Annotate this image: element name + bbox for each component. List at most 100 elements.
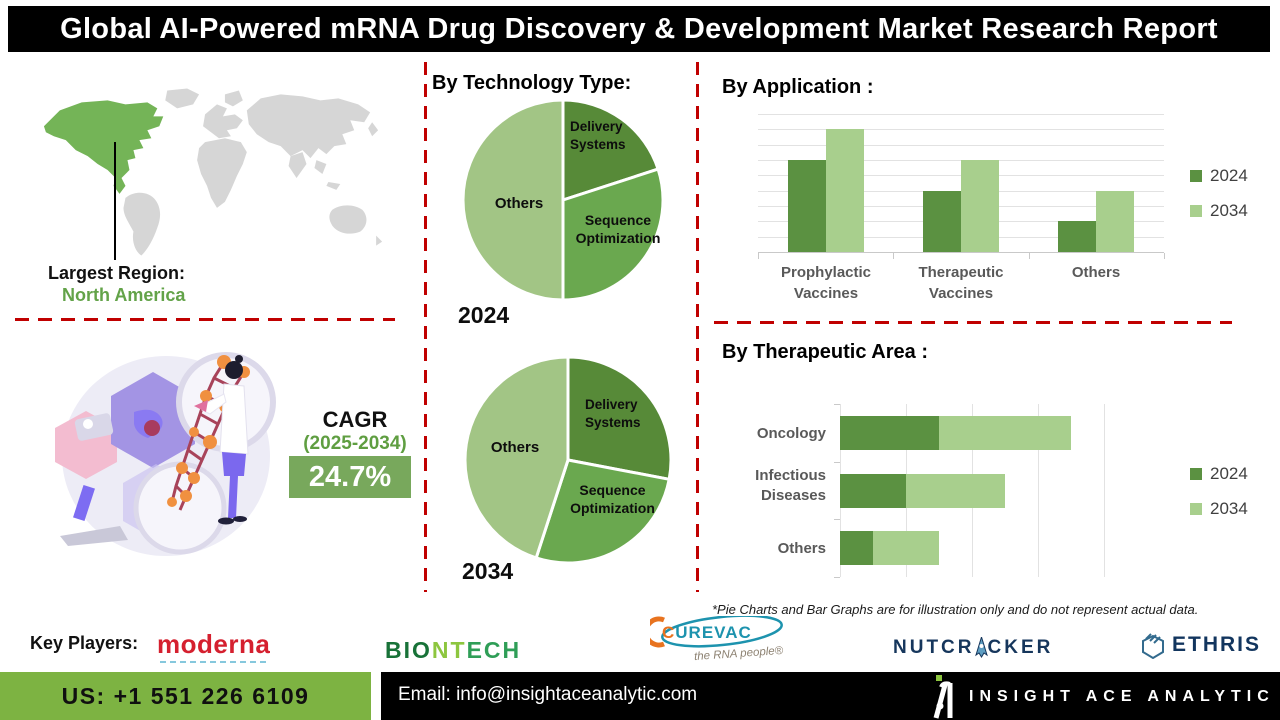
category-label: Others bbox=[777, 540, 826, 557]
pie-year-label: 2034 bbox=[462, 558, 514, 584]
axis-tick bbox=[1164, 253, 1165, 259]
bar-2024-others bbox=[1058, 221, 1097, 252]
axis-tick bbox=[893, 253, 895, 259]
application-chart-plot bbox=[758, 114, 1165, 259]
insight-ace-logo-icon bbox=[933, 674, 953, 719]
curevac-logo-text: CUREVAC bbox=[662, 623, 752, 642]
bar-2034-oncology bbox=[939, 415, 1071, 450]
biontech-logo-part: ECH bbox=[466, 637, 522, 663]
legend-swatch-2034 bbox=[1190, 503, 1202, 515]
horizontal-divider bbox=[15, 318, 395, 321]
pie-slice-others bbox=[461, 98, 565, 302]
legend-swatch-2034 bbox=[1190, 205, 1202, 217]
brand-logo-block: INSIGHT ACE ANALYTIC bbox=[933, 673, 1275, 720]
biontech-logo: BIONTECH bbox=[385, 637, 521, 664]
ethris-hexagon-icon bbox=[1142, 633, 1164, 659]
bar-2034-others bbox=[873, 531, 939, 566]
category-label: Prophylactic Vaccines bbox=[780, 264, 872, 302]
disclaimer-note: *Pie Charts and Bar Graphs are for illus… bbox=[712, 602, 1199, 617]
therapeutic-chart-plot bbox=[834, 404, 1105, 578]
gridline bbox=[1104, 404, 1105, 577]
bar-2034-therapeutic-vaccines bbox=[961, 160, 999, 252]
scientist-figure bbox=[194, 355, 249, 525]
application-legend: 2024 2034 bbox=[1190, 166, 1248, 236]
horizontal-divider bbox=[714, 321, 1232, 324]
bar-2024-prophylactic-vaccines bbox=[787, 160, 826, 252]
legend-row: 2024 bbox=[1190, 464, 1248, 484]
email-contact[interactable]: Email: info@insightaceanalytic.com bbox=[398, 684, 698, 705]
gridline bbox=[1038, 404, 1039, 577]
pie-slice-label: Delivery Systems bbox=[585, 397, 641, 430]
region-pointer-line bbox=[114, 142, 116, 260]
nutcracker-logo-part: CKER bbox=[987, 637, 1054, 658]
pie-slice-label: Sequence Optimization bbox=[570, 482, 655, 517]
bar-2034-others bbox=[1096, 190, 1135, 252]
phone-contact-bar[interactable]: US: +1 551 226 6109 bbox=[0, 672, 371, 720]
axis-tick bbox=[834, 461, 840, 463]
axis-tick bbox=[758, 253, 759, 259]
therapeutic-section-heading: By Therapeutic Area : bbox=[722, 341, 928, 363]
vertical-divider bbox=[696, 62, 699, 592]
axis-tick bbox=[1028, 253, 1030, 259]
bar-2024-others bbox=[840, 531, 873, 566]
legend-row: 2034 bbox=[1190, 201, 1248, 221]
north-america-highlight bbox=[43, 100, 164, 194]
moderna-logo-underline bbox=[160, 661, 266, 663]
legend-label: 2024 bbox=[1210, 464, 1248, 483]
bar-2034-infectious-diseases bbox=[906, 473, 1005, 508]
pie-slice-label: Sequence Optimization bbox=[575, 212, 661, 247]
category-label: Oncology bbox=[756, 425, 826, 442]
bar-2024-oncology bbox=[840, 415, 939, 450]
legend-row: 2024 bbox=[1190, 166, 1248, 186]
legend-swatch-2024 bbox=[1190, 468, 1202, 480]
pie-chart-2024 bbox=[461, 98, 665, 302]
biontech-logo-part: NT bbox=[431, 637, 467, 663]
pie-year-label: 2024 bbox=[458, 302, 510, 328]
pie-slice-label: Others bbox=[490, 439, 540, 456]
title-banner: Global AI-Powered mRNA Drug Discovery & … bbox=[8, 6, 1270, 52]
pie-slice-label: Others bbox=[494, 195, 544, 212]
pie-slice-others bbox=[463, 355, 570, 560]
rocket-icon bbox=[974, 637, 988, 658]
curevac-logo: CUREVAC the RNA people® bbox=[643, 614, 790, 666]
vertical-divider bbox=[424, 62, 427, 592]
bar-2024-therapeutic-vaccines bbox=[923, 190, 961, 252]
therapeutic-legend: 2024 2034 bbox=[1190, 464, 1248, 534]
nutcracker-logo-part: NUTCR bbox=[893, 637, 975, 658]
pie-chart-2034 bbox=[463, 355, 673, 565]
category-label: Therapeutic Vaccines bbox=[918, 264, 1004, 302]
pie-slice-delivery-systems bbox=[566, 355, 673, 481]
category-label: Others bbox=[1071, 264, 1121, 281]
cagr-value-badge: 24.7% bbox=[289, 456, 411, 498]
largest-region-label: Largest Region: bbox=[48, 263, 186, 283]
page-title: Global AI-Powered mRNA Drug Discovery & … bbox=[60, 12, 1218, 45]
largest-region-value: North America bbox=[62, 285, 186, 305]
gridline bbox=[758, 129, 1164, 131]
cagr-label: CAGR bbox=[322, 407, 388, 432]
key-players-label: Key Players: bbox=[30, 633, 139, 653]
gridline bbox=[758, 114, 1164, 115]
axis-tick bbox=[834, 519, 840, 521]
pie-slice-sequence-optimization bbox=[534, 458, 671, 565]
bar-2034-prophylactic-vaccines bbox=[825, 129, 864, 252]
axis-tick bbox=[834, 404, 840, 405]
axis-tick bbox=[834, 577, 840, 578]
gridline bbox=[758, 144, 1164, 146]
lab-research-illustration bbox=[55, 352, 276, 556]
moderna-logo: moderna bbox=[157, 629, 271, 659]
category-label: Infectious Diseases bbox=[755, 467, 826, 504]
application-section-heading: By Application : bbox=[722, 76, 874, 98]
pie-slice-delivery-systems bbox=[561, 98, 660, 202]
footer-bar: Email: info@insightaceanalytic.com INSIG… bbox=[381, 672, 1280, 720]
bar-2024-infectious-diseases bbox=[840, 473, 906, 508]
legend-row: 2034 bbox=[1190, 499, 1248, 519]
legend-label: 2034 bbox=[1210, 201, 1248, 220]
brand-name: INSIGHT ACE ANALYTIC bbox=[969, 687, 1275, 705]
pie-slice-sequence-optimization bbox=[561, 167, 665, 302]
world-map bbox=[43, 88, 383, 256]
nutcracker-logo: NUTCR CKER bbox=[893, 637, 1053, 659]
ethris-logo: ETHRIS bbox=[1140, 631, 1261, 659]
pie-slice-label: Delivery Systems bbox=[570, 119, 626, 152]
legend-label: 2034 bbox=[1210, 499, 1248, 518]
